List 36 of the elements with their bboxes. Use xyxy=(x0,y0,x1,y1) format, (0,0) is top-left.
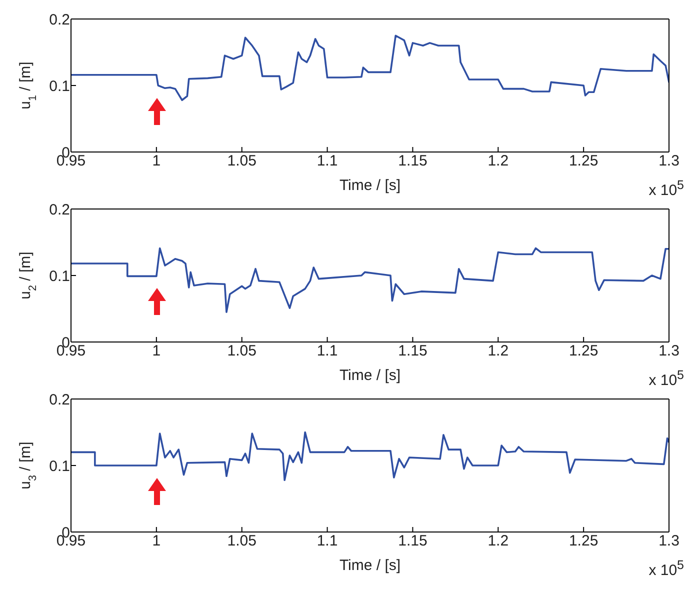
text: x 10$^{5}$ xyxy=(648,178,684,199)
text: x 10$^{5}$ xyxy=(648,558,684,579)
y-tick-label: 0.2 xyxy=(49,201,70,218)
x-tick-label: 1.2 xyxy=(488,342,509,360)
line-series xyxy=(71,34,669,102)
x-tick-label: 1.05 xyxy=(227,532,256,550)
x-tick-label: 1.15 xyxy=(398,342,428,360)
x-tick-label: 1 xyxy=(152,532,161,550)
line-series xyxy=(71,431,669,482)
x-tick-label: 1.15 xyxy=(398,152,428,170)
x-axis-title: Time / [s] xyxy=(339,177,401,194)
x-tick-label: 1 xyxy=(152,342,161,360)
x-tick-label: 1.3 xyxy=(658,342,680,360)
x-tick-label: 1.2 xyxy=(488,532,509,550)
x-tick-label: 1 xyxy=(152,152,161,170)
x-axis-title: Time / [s] xyxy=(339,557,401,574)
y-tick-label: 0.1 xyxy=(49,458,70,475)
x-tick-label: 1.15 xyxy=(398,532,428,550)
x-tick-label: 1.25 xyxy=(568,342,598,360)
x-tick-label: 1.05 xyxy=(227,342,256,360)
x-tick-label: 1.3 xyxy=(658,532,680,550)
y-tick-label: 0.1 xyxy=(49,268,70,285)
x-axis-title: Time / [s] xyxy=(339,367,401,384)
x-tick-label: 1.1 xyxy=(316,532,338,550)
y-tick-label: 0.2 xyxy=(49,391,70,408)
x-tick-label: 1.05 xyxy=(227,152,256,170)
x-tick-label: 1.25 xyxy=(568,152,598,170)
x-tick-label: 1.3 xyxy=(658,152,680,170)
x-tick-label: 1.25 xyxy=(568,532,598,550)
y-tick-label: 0.2 xyxy=(49,11,70,28)
x-tick-label: 1.1 xyxy=(316,342,338,360)
y-tick-label: 0.1 xyxy=(49,78,70,95)
text: x 10$^{5}$ xyxy=(648,368,684,389)
x-tick-label: 1.2 xyxy=(488,152,509,170)
line-series xyxy=(71,247,669,313)
x-tick-label: 1.1 xyxy=(316,152,338,170)
